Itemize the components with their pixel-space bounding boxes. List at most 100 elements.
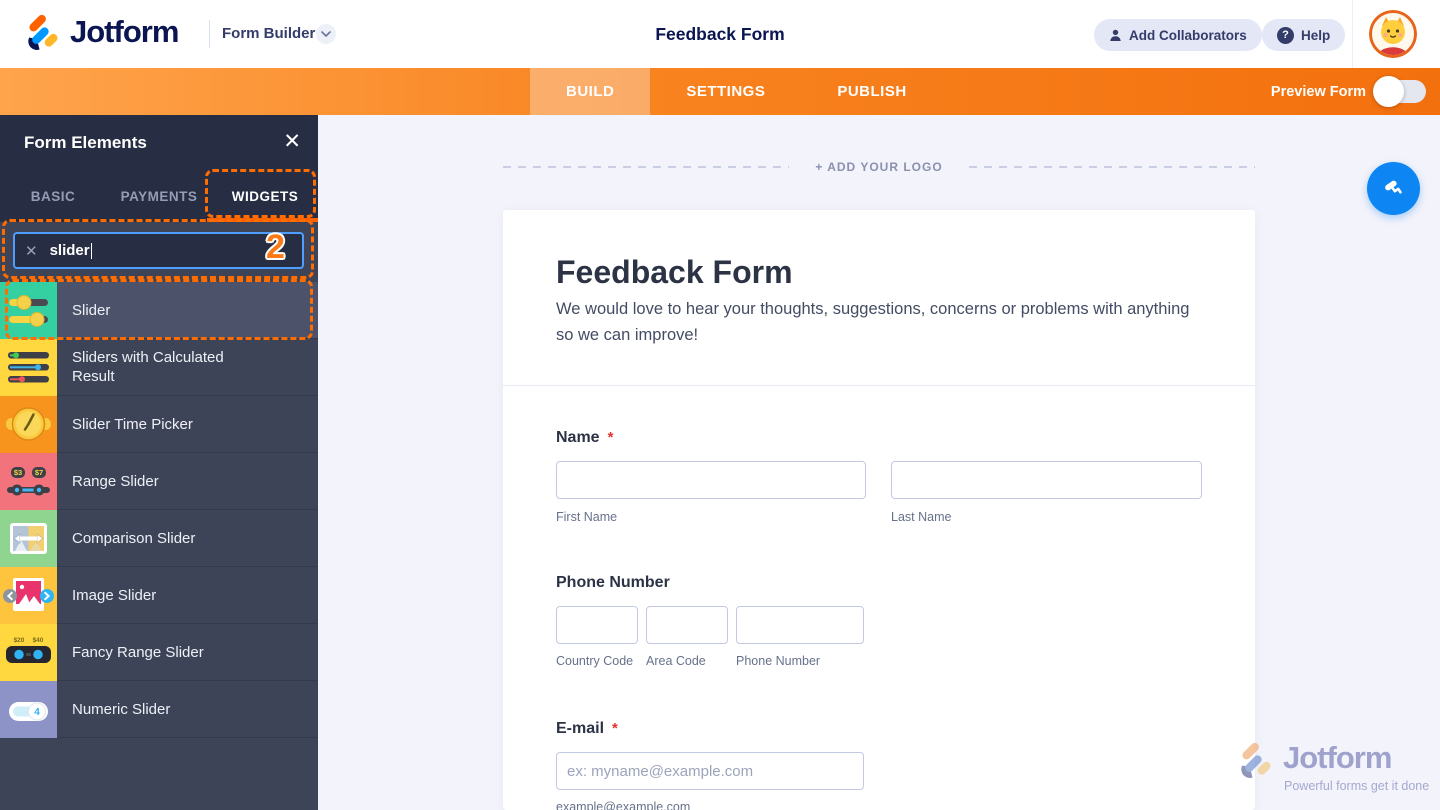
builder-nav: BUILD SETTINGS PUBLISH Preview Form <box>0 68 1440 115</box>
close-icon[interactable]: ✕ <box>283 130 301 153</box>
form-elements-panel: Form Elements ✕ BASIC PAYMENTS WIDGETS ✕… <box>0 115 318 810</box>
nav-tabs: BUILD SETTINGS PUBLISH <box>530 68 943 115</box>
name-label-text: Name <box>556 429 600 446</box>
email-sublabel: example@example.com <box>556 800 691 810</box>
tab-basic[interactable]: BASIC <box>30 188 76 204</box>
active-tab-underline <box>207 218 318 222</box>
chevron-down-icon[interactable] <box>316 24 336 44</box>
area-code-sublabel: Area Code <box>646 654 706 668</box>
phone-number-input[interactable] <box>736 606 864 644</box>
element-tabs: BASIC PAYMENTS WIDGETS <box>0 170 318 222</box>
country-code-input[interactable] <box>556 606 638 644</box>
widget-label: Numeric Slider <box>72 700 171 718</box>
email-field-label[interactable]: E-mail * <box>556 720 618 738</box>
jotform-watermark-icon <box>1241 743 1271 778</box>
product-switcher[interactable]: Form Builder <box>222 25 316 42</box>
comparison-slider-icon <box>0 509 57 567</box>
widget-item-comparison-slider[interactable]: Comparison Slider <box>0 509 318 567</box>
required-asterisk: * <box>607 429 614 446</box>
area-code-input[interactable] <box>646 606 728 644</box>
fancy-low-label: $20 <box>14 637 25 644</box>
text-cursor <box>90 242 93 259</box>
tab-payments[interactable]: PAYMENTS <box>120 188 198 204</box>
search-value: slider <box>49 242 90 259</box>
help-label: Help <box>1301 27 1331 43</box>
email-label-text: E-mail <box>556 720 605 737</box>
name-field-label[interactable]: Name * <box>556 429 613 447</box>
slider-icon <box>0 281 57 339</box>
widget-label: Sliders with Calculated Result <box>72 349 224 385</box>
phone-number-sublabel: Phone Number <box>736 654 821 668</box>
section-divider <box>503 385 1255 386</box>
toggle-knob[interactable] <box>1373 76 1404 107</box>
widget-item-fancy-range-slider[interactable]: $20 $40 Fancy Range Slider <box>0 623 318 681</box>
preview-form-label: Preview Form <box>1270 83 1366 100</box>
paint-roller-icon <box>1384 180 1402 194</box>
help-button[interactable]: ? Help <box>1262 19 1346 51</box>
widget-label: Fancy Range Slider <box>72 643 204 661</box>
numeric-value-label: 4 <box>34 707 40 718</box>
add-logo-strip[interactable]: + ADD YOUR LOGO <box>503 160 1256 174</box>
last-name-sublabel: Last Name <box>891 510 952 524</box>
x-clear-icon[interactable]: ✕ <box>25 242 38 260</box>
widget-item-image-slider[interactable]: Image Slider <box>0 566 318 624</box>
add-collaborators-label: Add Collaborators <box>1129 27 1247 43</box>
person-icon <box>1110 29 1121 41</box>
widget-item-sliders-calculated[interactable]: Sliders with Calculated Result <box>0 338 318 396</box>
tab-widgets[interactable]: WIDGETS <box>231 188 299 204</box>
form-title[interactable]: Feedback Form <box>556 254 793 290</box>
fancy-range-slider-icon: $20 $40 <box>0 623 57 681</box>
dashed-line <box>968 166 1256 168</box>
widget-label: Slider <box>72 301 111 319</box>
form-designer-button[interactable] <box>1367 162 1420 215</box>
last-name-input[interactable] <box>891 461 1202 499</box>
jotform-watermark: Jotform Powerful forms get it done <box>1237 740 1437 793</box>
brand-wordmark: Jotform <box>70 14 179 49</box>
app-header: Jotform Form Builder Feedback Form Add C… <box>0 0 1440 68</box>
panel-title: Form Elements <box>24 132 147 152</box>
header-divider <box>209 20 210 48</box>
tab-settings[interactable]: SETTINGS <box>686 83 766 100</box>
question-icon: ? <box>1277 26 1294 44</box>
avatar[interactable] <box>1369 10 1417 58</box>
tab-build[interactable]: BUILD <box>530 68 651 115</box>
watermark-brand: Jotform <box>1283 740 1392 775</box>
preview-form-toggle[interactable] <box>1373 76 1426 107</box>
watermark-tagline: Powerful forms get it done <box>1284 779 1430 793</box>
email-input[interactable] <box>556 752 864 790</box>
tab-publish[interactable]: PUBLISH <box>837 83 907 100</box>
first-name-sublabel: First Name <box>556 510 618 524</box>
form-description[interactable]: We would love to hear your thoughts, sug… <box>556 300 1190 344</box>
slider-time-picker-icon <box>0 395 57 453</box>
first-name-input[interactable] <box>556 461 866 499</box>
widget-item-slider-time-picker[interactable]: Slider Time Picker <box>0 395 318 453</box>
image-slider-icon <box>0 566 57 624</box>
required-asterisk: * <box>612 720 618 737</box>
range-high-label: $7 <box>35 468 43 477</box>
numeric-slider-icon: 4 <box>0 680 57 738</box>
panel-header: Form Elements ✕ <box>0 115 318 170</box>
phone-field-label[interactable]: Phone Number <box>556 574 670 592</box>
widget-label: Image Slider <box>72 586 157 604</box>
header-divider <box>1352 0 1353 68</box>
widget-item-numeric-slider[interactable]: 4 Numeric Slider <box>0 680 318 738</box>
jotform-logo-icon <box>28 15 58 50</box>
fancy-high-label: $40 <box>33 637 44 644</box>
form-title-header: Feedback Form <box>655 24 785 44</box>
calculated-sliders-icon <box>0 338 57 396</box>
range-slider-icon: $3 $7 <box>0 452 57 510</box>
widget-results-list: Slider Sliders with Calculated Result <box>0 281 318 738</box>
widget-search-input[interactable]: ✕ slider <box>13 232 304 269</box>
add-logo-label[interactable]: + ADD YOUR LOGO <box>815 160 943 174</box>
range-low-label: $3 <box>14 468 22 477</box>
widget-label: Range Slider <box>72 472 159 490</box>
form-canvas: + ADD YOUR LOGO Feedback Form We would l… <box>318 115 1440 810</box>
dashed-line <box>503 166 790 168</box>
add-collaborators-button[interactable]: Add Collaborators <box>1094 19 1262 51</box>
widget-label: Slider Time Picker <box>72 415 193 433</box>
country-code-sublabel: Country Code <box>556 654 634 668</box>
widget-label: Comparison Slider <box>72 529 196 547</box>
form-card: Feedback Form We would love to hear your… <box>503 210 1255 810</box>
widget-item-slider[interactable]: Slider <box>0 281 318 339</box>
widget-item-range-slider[interactable]: $3 $7 Range Slider <box>0 452 318 510</box>
